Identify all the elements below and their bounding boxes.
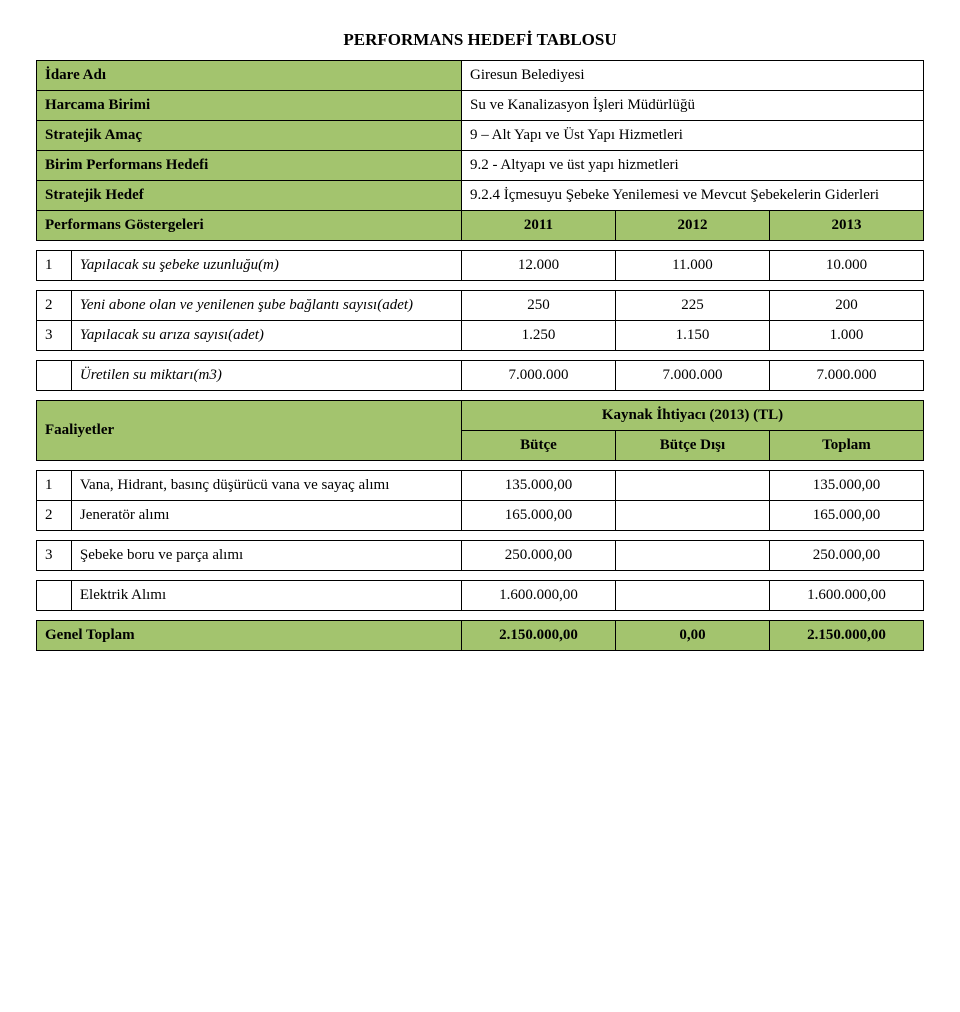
indicator-num: 2: [37, 291, 72, 321]
activity-total: 1.600.000,00: [769, 581, 923, 611]
genel-toplam-total: 2.150.000,00: [769, 621, 923, 651]
year-col-3: 2013: [769, 211, 923, 241]
activity-total: 135.000,00: [769, 471, 923, 501]
faaliyetler-label: Faaliyetler: [37, 401, 462, 461]
toplam-col: Toplam: [769, 431, 923, 461]
indicator-val: 1.150: [615, 321, 769, 351]
harcama-birimi-value: Su ve Kanalizasyon İşleri Müdürlüğü: [461, 91, 923, 121]
genel-toplam-budget: 2.150.000,00: [461, 621, 615, 651]
indicator-name: Yapılacak su arıza sayısı(adet): [80, 327, 264, 343]
indicator-val: 225: [615, 291, 769, 321]
activity-num: 3: [37, 541, 72, 571]
perf-gostergeleri-label: Performans Göstergeleri: [37, 211, 462, 241]
indicator-row: 1 Yapılacak su şebeke uzunluğu(m) 12.000…: [37, 251, 924, 281]
indicator-val: 7.000.000: [615, 361, 769, 391]
activity-row: Elektrik Alımı 1.600.000,00 1.600.000,00: [37, 581, 924, 611]
stratejik-hedef-label: Stratejik Hedef: [37, 181, 462, 211]
activity-outbudget: [615, 581, 769, 611]
indicator-val: 1.000: [769, 321, 923, 351]
activity-name: Jeneratör alımı: [71, 501, 461, 531]
butce-col: Bütçe: [461, 431, 615, 461]
indicator-val: 7.000.000: [461, 361, 615, 391]
activity-budget: 1.600.000,00: [461, 581, 615, 611]
main-table: İdare Adı Giresun Belediyesi Harcama Bir…: [36, 60, 924, 651]
stratejik-amac-label: Stratejik Amaç: [37, 121, 462, 151]
indicator-row: 3 Yapılacak su arıza sayısı(adet) 1.250 …: [37, 321, 924, 351]
indicator-val: 7.000.000: [769, 361, 923, 391]
activity-budget: 250.000,00: [461, 541, 615, 571]
harcama-birimi-label: Harcama Birimi: [37, 91, 462, 121]
activity-name: Vana, Hidrant, basınç düşürücü vana ve s…: [71, 471, 461, 501]
butce-disi-col: Bütçe Dışı: [615, 431, 769, 461]
year-col-2: 2012: [615, 211, 769, 241]
idare-adi-value: Giresun Belediyesi: [461, 61, 923, 91]
birim-perf-value: 9.2 - Altyapı ve üst yapı hizmetleri: [461, 151, 923, 181]
activity-outbudget: [615, 501, 769, 531]
activity-num: [37, 581, 72, 611]
indicator-num: 1: [37, 251, 72, 281]
indicator-val: 11.000: [615, 251, 769, 281]
indicator-val: 1.250: [461, 321, 615, 351]
idare-adi-label: İdare Adı: [37, 61, 462, 91]
activity-row: 1 Vana, Hidrant, basınç düşürücü vana ve…: [37, 471, 924, 501]
genel-toplam-label: Genel Toplam: [37, 621, 462, 651]
activity-budget: 135.000,00: [461, 471, 615, 501]
year-col-1: 2011: [461, 211, 615, 241]
activity-name: Şebeke boru ve parça alımı: [71, 541, 461, 571]
birim-perf-label: Birim Performans Hedefi: [37, 151, 462, 181]
activity-outbudget: [615, 471, 769, 501]
indicator-row: Üretilen su miktarı(m3) 7.000.000 7.000.…: [37, 361, 924, 391]
page-title: PERFORMANS HEDEFİ TABLOSU: [36, 30, 924, 50]
stratejik-amac-value: 9 – Alt Yapı ve Üst Yapı Hizmetleri: [461, 121, 923, 151]
indicator-name: Yeni abone olan ve yenilenen şube bağlan…: [80, 297, 413, 313]
activity-num: 2: [37, 501, 72, 531]
indicator-val: 200: [769, 291, 923, 321]
indicator-name: Üretilen su miktarı(m3): [80, 367, 222, 383]
activity-row: 2 Jeneratör alımı 165.000,00 165.000,00: [37, 501, 924, 531]
activity-name: Elektrik Alımı: [71, 581, 461, 611]
indicator-num: 3: [37, 321, 72, 351]
stratejik-hedef-value: 9.2.4 İçmesuyu Şebeke Yenilemesi ve Mevc…: [461, 181, 923, 211]
activity-outbudget: [615, 541, 769, 571]
indicator-val: 12.000: [461, 251, 615, 281]
activity-budget: 165.000,00: [461, 501, 615, 531]
indicator-val: 10.000: [769, 251, 923, 281]
activity-total: 250.000,00: [769, 541, 923, 571]
indicator-name: Yapılacak su şebeke uzunluğu(m): [80, 257, 279, 273]
activity-num: 1: [37, 471, 72, 501]
kaynak-ihtiyaci-label: Kaynak İhtiyacı (2013) (TL): [461, 401, 923, 431]
indicator-num: [37, 361, 72, 391]
genel-toplam-outbudget: 0,00: [615, 621, 769, 651]
activity-total: 165.000,00: [769, 501, 923, 531]
indicator-val: 250: [461, 291, 615, 321]
activity-row: 3 Şebeke boru ve parça alımı 250.000,00 …: [37, 541, 924, 571]
indicator-row: 2 Yeni abone olan ve yenilenen şube bağl…: [37, 291, 924, 321]
